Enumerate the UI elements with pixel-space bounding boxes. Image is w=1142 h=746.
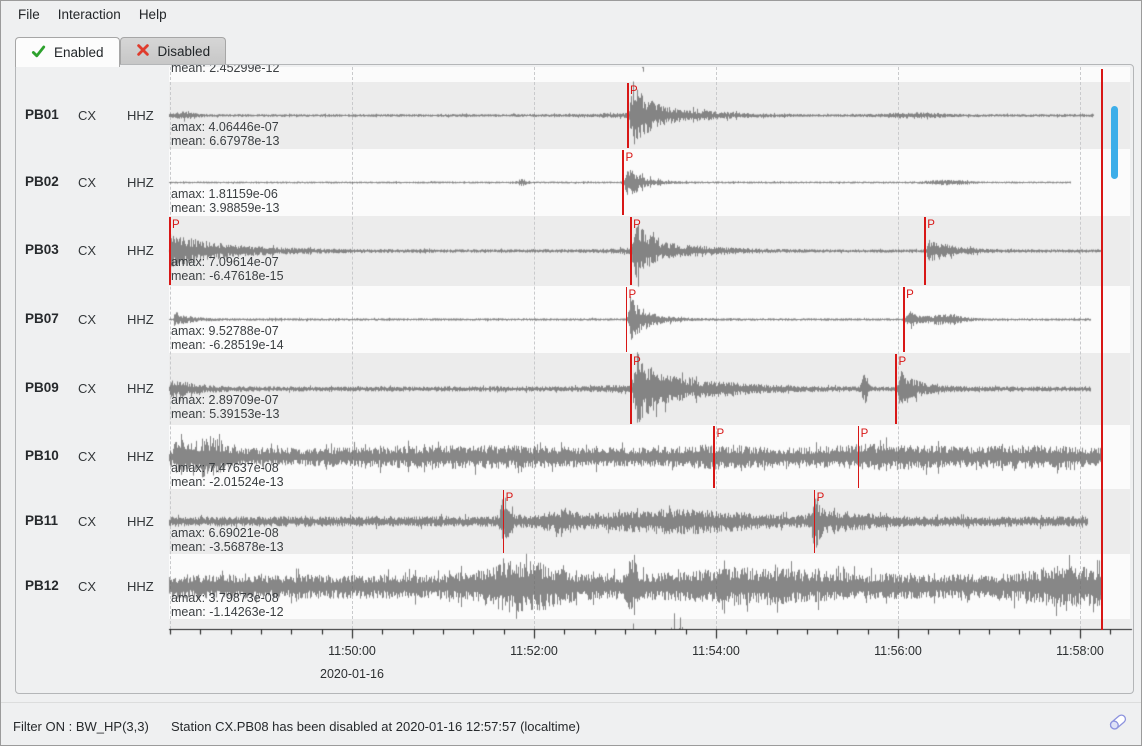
- pick-marker-line[interactable]: [630, 354, 632, 424]
- pick-marker-line[interactable]: [622, 150, 624, 215]
- station-network-label: CX: [78, 311, 97, 327]
- mean-value: mean: -6.28519e-14: [171, 337, 284, 352]
- pick-marker-line[interactable]: [630, 217, 632, 285]
- station-network-label: CX: [78, 578, 97, 594]
- amax-value: amax: 4.06446e-07: [171, 119, 279, 134]
- pick-marker-label[interactable]: P: [816, 492, 825, 504]
- axis-tick-label: 11:56:00: [874, 644, 922, 658]
- tab-disabled-label: Disabled: [157, 43, 211, 59]
- mean-value: mean: 5.39153e-13: [171, 407, 280, 421]
- station-network-label: CX: [78, 381, 97, 396]
- station-network-label: CX: [78, 107, 97, 123]
- pick-marker-line[interactable]: [502, 490, 505, 553]
- pick-marker-line[interactable]: [625, 287, 628, 352]
- station-network-label: CX: [78, 449, 97, 464]
- station-channel-label: HHZ: [127, 578, 154, 594]
- station-channel-label: HHZ: [127, 107, 154, 123]
- mean-value: mean: -3.56878e-13: [171, 539, 284, 554]
- axis-tick-label: 11:58:00: [1056, 644, 1104, 658]
- pick-marker-label[interactable]: P: [625, 152, 634, 164]
- mean-value: mean: -1.14263e-12: [171, 604, 284, 619]
- amax-value: amax: 7.09614e-07: [171, 255, 279, 269]
- station-network-label: CX: [78, 174, 97, 190]
- pick-marker-label[interactable]: P: [630, 85, 638, 97]
- pick-marker-line[interactable]: [169, 217, 171, 285]
- station-code-label[interactable]: PB01: [25, 106, 59, 122]
- mean-value: mean: -2.01524e-13: [171, 475, 284, 489]
- axis-tick-label: 11:50:00: [328, 644, 376, 658]
- pick-marker-line[interactable]: [713, 426, 715, 488]
- station-channel-label: HHZ: [127, 449, 154, 464]
- pick-marker-line[interactable]: [895, 354, 897, 424]
- axis-tick-label: 11:54:00: [692, 644, 740, 658]
- pick-marker-line[interactable]: [903, 287, 905, 352]
- pick-marker-label[interactable]: P: [927, 219, 935, 231]
- pick-marker-label[interactable]: P: [633, 219, 641, 231]
- amax-value: amax: 9.52788e-07: [171, 323, 279, 338]
- mean-value: mean: 3.98859e-13: [171, 200, 280, 215]
- station-code-label[interactable]: PB02: [25, 173, 59, 189]
- station-channel-label: HHZ: [127, 381, 154, 396]
- cross-icon: [136, 43, 158, 60]
- vertical-scrollbar-thumb[interactable]: [1111, 106, 1118, 179]
- pick-marker-label[interactable]: P: [505, 492, 514, 504]
- station-channel-label: HHZ: [127, 243, 154, 258]
- pick-marker-label[interactable]: P: [628, 289, 637, 301]
- pick-marker-label[interactable]: P: [898, 356, 907, 368]
- amax-value: amax: 7.47637e-08: [171, 461, 279, 475]
- station-channel-label: HHZ: [127, 174, 154, 190]
- station-channel-label: HHZ: [127, 311, 154, 327]
- station-code-label[interactable]: PB07: [25, 310, 59, 326]
- axis-tick-label: 11:52:00: [510, 644, 558, 658]
- station-code-label[interactable]: PB12: [25, 577, 59, 593]
- amax-value: amax: 1.81159e-06: [171, 186, 278, 201]
- axis-date-label: 2020-01-16: [320, 667, 384, 681]
- tab-enabled-label: Enabled: [54, 45, 104, 60]
- station-network-label: CX: [78, 243, 97, 258]
- mean-value: mean: 6.67978e-13: [171, 133, 280, 148]
- pick-marker-line[interactable]: [924, 217, 926, 285]
- tab-disabled[interactable]: Disabled: [119, 37, 227, 64]
- time-cursor-line: [1101, 69, 1103, 630]
- station-channel-label: HHZ: [127, 513, 154, 529]
- tabbar: Enabled Disabled: [15, 37, 227, 67]
- pick-marker-label[interactable]: P: [906, 289, 914, 301]
- check-icon: [31, 44, 54, 62]
- station-code-label[interactable]: PB10: [25, 448, 59, 463]
- station-code-label[interactable]: PB09: [25, 380, 59, 395]
- partial-row-mean-value: mean: 2.45299e-12: [171, 65, 280, 75]
- amax-value: amax: 6.69021e-08: [171, 525, 279, 540]
- tab-enabled[interactable]: Enabled: [15, 37, 120, 67]
- mean-value: mean: -6.47618e-15: [171, 269, 284, 283]
- pick-marker-line[interactable]: [627, 83, 629, 148]
- pick-marker-label[interactable]: P: [716, 428, 725, 440]
- amax-value: amax: 2.89709e-07: [171, 393, 279, 407]
- station-code-label[interactable]: PB11: [25, 512, 59, 528]
- pick-marker-label[interactable]: P: [172, 219, 180, 231]
- pick-marker-label[interactable]: P: [860, 428, 869, 440]
- pick-marker-label[interactable]: P: [633, 356, 641, 368]
- station-code-label[interactable]: PB03: [25, 242, 59, 257]
- station-network-label: CX: [78, 513, 97, 529]
- pick-marker-line[interactable]: [813, 490, 816, 553]
- pick-marker-line[interactable]: [857, 426, 860, 488]
- amax-value: amax: 3.79873e-08: [171, 590, 279, 605]
